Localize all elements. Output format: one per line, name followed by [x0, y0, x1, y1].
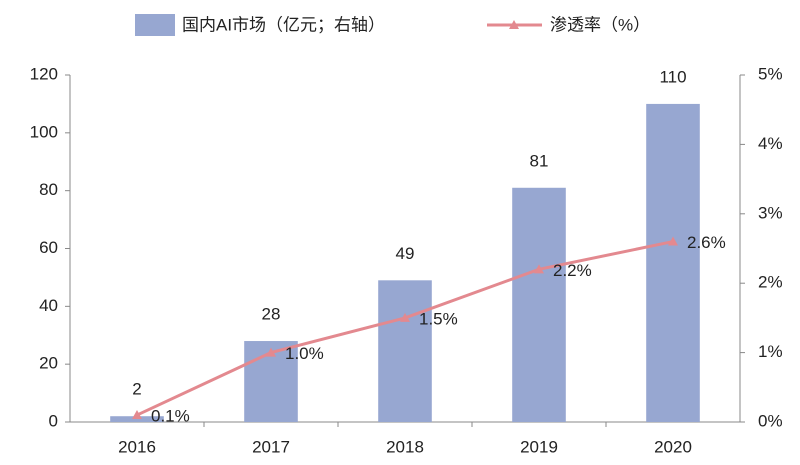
y-tick-label: 60	[39, 238, 58, 257]
line-value-label: 2.6%	[687, 233, 726, 252]
y2-tick-label: 5%	[758, 64, 783, 83]
bar-value-label: 2	[132, 380, 141, 399]
bar	[378, 280, 432, 422]
line-marker	[668, 236, 678, 246]
y-tick-label: 100	[30, 122, 58, 141]
bar	[512, 187, 566, 422]
y2-tick-label: 3%	[758, 203, 783, 222]
bar	[110, 416, 164, 422]
line-marker	[266, 347, 276, 357]
y-tick-label: 20	[39, 354, 58, 373]
line-marker	[400, 312, 410, 322]
x-tick-label: 2020	[654, 437, 692, 456]
line-marker	[534, 264, 544, 274]
y-tick-label: 80	[39, 180, 58, 199]
bar	[646, 103, 700, 423]
bar-value-label: 81	[530, 151, 549, 170]
x-tick-label: 2017	[252, 437, 290, 456]
y-tick-label: 120	[30, 64, 58, 83]
line-value-label: 1.0%	[285, 344, 324, 363]
bar-value-label: 28	[262, 305, 281, 324]
y-tick-label: 0	[49, 411, 58, 430]
bar-value-label: 49	[396, 244, 415, 263]
x-tick-label: 2016	[118, 437, 156, 456]
line-value-label: 0.1%	[151, 407, 190, 426]
line-value-label: 2.2%	[553, 261, 592, 280]
legend-swatch	[135, 14, 175, 36]
y2-tick-label: 1%	[758, 342, 783, 361]
line-value-label: 1.5%	[419, 309, 458, 328]
legend-label: 渗透率（%）	[550, 15, 650, 34]
legend-marker	[509, 20, 519, 29]
legend-label: 国内AI市场（亿元；右轴）	[182, 15, 385, 34]
line-marker	[132, 410, 142, 420]
y2-tick-label: 0%	[758, 411, 783, 430]
y-tick-label: 40	[39, 296, 58, 315]
x-tick-label: 2018	[386, 437, 424, 456]
bar-value-label: 110	[659, 67, 686, 86]
x-tick-label: 2019	[520, 437, 558, 456]
y2-tick-label: 4%	[758, 134, 783, 153]
y2-tick-label: 2%	[758, 273, 783, 292]
